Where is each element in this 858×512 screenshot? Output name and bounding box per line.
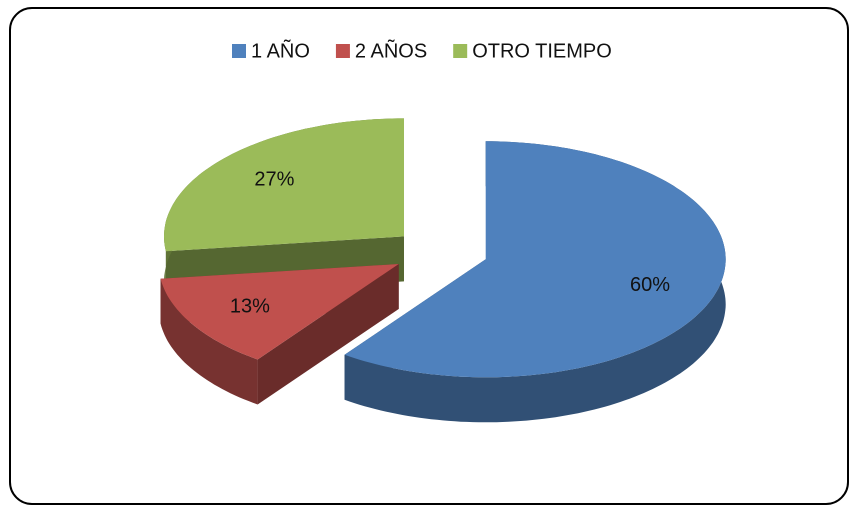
slice-side: [344, 141, 726, 423]
legend-label: 2 AÑOS: [355, 38, 427, 62]
data-label: 60%: [630, 274, 670, 296]
slice: [164, 118, 404, 252]
legend-label: OTRO TIEMPO: [472, 40, 612, 62]
legend-label: 1 AÑO: [251, 38, 310, 62]
data-label: 27%: [254, 168, 294, 190]
legend-swatch: [453, 44, 468, 58]
legend-swatch: [335, 44, 350, 58]
slice: [344, 141, 726, 378]
slice: [160, 264, 399, 360]
legend-swatch: [232, 44, 246, 58]
slice-side: [160, 278, 258, 405]
data-label: 13%: [230, 296, 270, 318]
